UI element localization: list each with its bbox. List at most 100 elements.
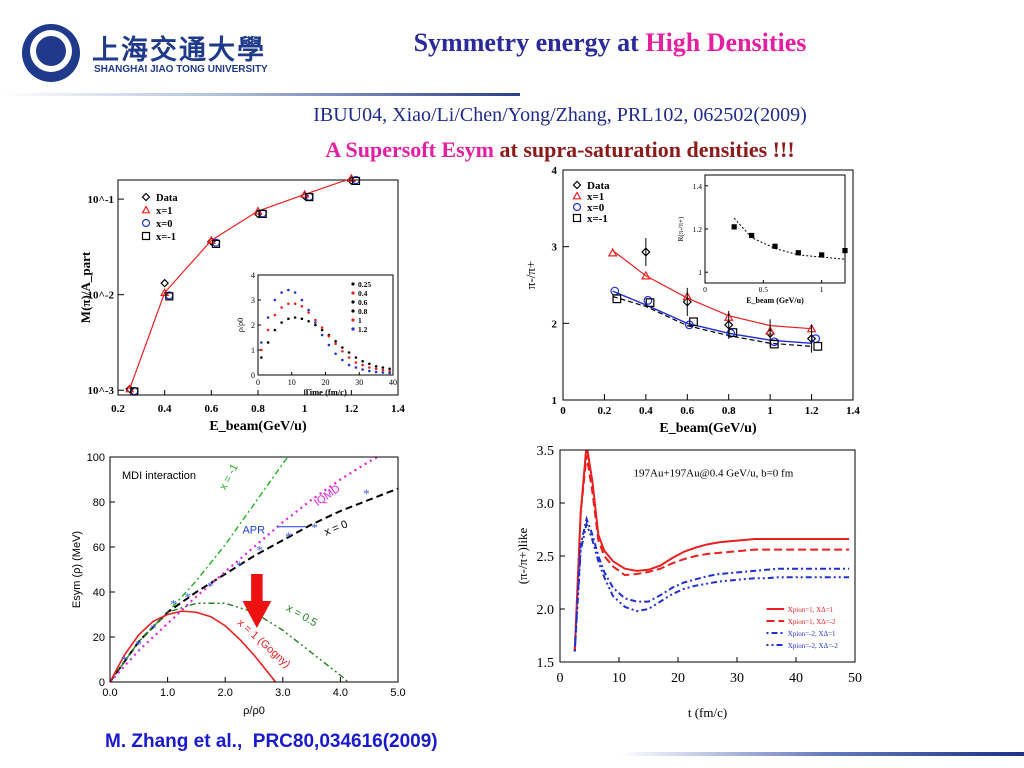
chart2-legend-marker <box>572 180 582 190</box>
inset1-point-0.25 <box>374 364 378 368</box>
pion-ratio-chart: 0 0.2 0.4 0.6 0.8 1 1.2 1.4 1 2 3 4 E_beam(GeV/u) π-/… <box>523 165 860 435</box>
chart4-y-tick-label: 2.0 <box>537 603 555 618</box>
inset1-y-tick-label: 3 <box>251 296 255 305</box>
chart3-y-tick-label: 20 <box>93 632 105 644</box>
inset1-point-1.2 <box>273 298 277 302</box>
chart3-curve-IQMD <box>110 457 380 682</box>
inset1-point-0.25 <box>361 359 364 363</box>
chart3-curve-x = 0.5 <box>110 602 350 682</box>
chart1-x-tick-label: 1.2 <box>344 403 358 415</box>
chart1-x-tick-label: 1.4 <box>391 403 405 415</box>
chart3-annotation: APR <box>242 525 265 537</box>
chart4-curve-1 <box>573 455 850 652</box>
chart2-x-label: E_beam(GeV/u) <box>659 421 757 435</box>
chart1-legend-label: Data <box>156 193 178 204</box>
inset2-x-tick-label: 0.5 <box>759 285 769 294</box>
chart2-y-tick-label: 2 <box>552 318 558 330</box>
title-main: Symmetry energy at <box>413 28 646 57</box>
inset1-point-0.6 <box>307 311 310 314</box>
chart1-point-x=-1 <box>305 192 314 202</box>
chart4-x-tick-label: 20 <box>671 671 685 686</box>
inset1-point-0.6 <box>374 367 378 371</box>
logo-chinese-name: 上海交通大學 <box>92 35 266 66</box>
chart3-x-tick-label: 3.0 <box>275 687 290 699</box>
chart2-point-x=0 <box>769 337 779 347</box>
chart2-y-tick-label: 4 <box>552 165 558 177</box>
inset1-point-0.25 <box>266 341 270 344</box>
chart1-y-tick-label: 10^-1 <box>87 194 114 206</box>
chart2-point-x=0 <box>610 286 620 296</box>
inset2-y-tick-label: 1.4 <box>693 182 703 191</box>
inset1-point-1.2 <box>293 291 297 294</box>
inset2-y-tick-label: 1.2 <box>693 225 703 234</box>
chart3-y-tick-label: 0 <box>99 677 105 689</box>
inset1-point-1.2 <box>347 363 351 367</box>
university-logo: 上海交通大學 SHANGHAI JIAO TONG UNIVERSITY <box>22 22 268 82</box>
chart3-down-arrow <box>242 574 272 628</box>
inset1-point-1.2 <box>388 371 391 375</box>
chart3-apr-point: * <box>150 621 157 636</box>
chart2-x-tick-label: 0.4 <box>639 405 653 417</box>
chart3-apr-point: * <box>236 558 243 573</box>
inset2-point <box>749 232 755 239</box>
footer-citation: M. Zhang et al., PRC80,034616(2009) <box>105 731 438 752</box>
chart4-x-tick-label: 30 <box>730 671 744 686</box>
inset1-point-0.6 <box>300 304 304 308</box>
inset1-legend-label: 0.6 <box>358 298 368 307</box>
chart2-x-tick-label: 1.4 <box>846 405 860 417</box>
seal-core <box>36 36 66 66</box>
chart3-annotation: MDI interaction <box>122 470 196 482</box>
chart2-x-tick-label: 0.8 <box>722 405 736 417</box>
inset1-point-1.2 <box>320 333 324 337</box>
inset2-point <box>842 248 848 254</box>
chart3-annotation: x = 0 <box>323 518 350 538</box>
chart3-y-tick-label: 100 <box>87 452 105 464</box>
inset1-legend-label: 0.25 <box>358 280 371 289</box>
chart2-frame <box>562 169 854 401</box>
inset1-y-tick-label: 1 <box>251 346 255 355</box>
inset1-point-0.25 <box>280 321 283 324</box>
inset1-point-0.6 <box>347 356 351 359</box>
reference-claim: A Supersoft Esym at supra-saturation den… <box>200 137 920 163</box>
inset1-point-1.2 <box>368 369 371 373</box>
chart3-apr-point: * <box>363 486 370 501</box>
chart2-x-tick-label: 0.2 <box>598 405 612 417</box>
chart1-legend-label: x=-1 <box>156 232 176 243</box>
inset1-point-0.25 <box>293 316 297 319</box>
chart1-point-x=-1 <box>258 209 267 219</box>
chart4-legend-label: Xpion=-2, XΔ=1 <box>788 630 836 638</box>
inset2-x-tick-label: 1 <box>820 285 824 294</box>
esym-density-chart: 0.0 1.0 2.0 3.0 4.0 5.0 0 20 40 60 80 100 ρ/ρ0 Esym (… <box>71 452 406 717</box>
inset2-fit-curve <box>733 217 846 260</box>
inset1-point-0.25 <box>260 356 263 359</box>
inset2-point <box>731 224 737 230</box>
chart2-y-label: π-/π+ <box>523 261 538 289</box>
inset1-point-0.6 <box>381 368 385 372</box>
chart3-apr-point: * <box>208 578 215 593</box>
chart1-point-Data <box>160 278 170 288</box>
inset1-point-1.2 <box>266 316 270 319</box>
inset1-point-0.6 <box>314 318 317 322</box>
inset1-point-0.25 <box>314 323 317 327</box>
inset2-point <box>819 252 825 258</box>
inset1-point-1.2 <box>280 291 283 294</box>
inset2-x-label: E_beam (GeV/u) <box>746 296 804 305</box>
inset1-point-0.6 <box>293 302 297 306</box>
chart3-apr-point: * <box>121 653 128 668</box>
inset1-legend-marker <box>351 282 355 286</box>
chart4-y-label: (π-/π+)like <box>515 528 530 585</box>
chart1-legend-marker <box>141 205 151 214</box>
inset1-point-1.2 <box>381 371 385 374</box>
inset1-legend-label: 1.2 <box>358 325 368 334</box>
chart2-legend-marker <box>572 213 582 223</box>
chart2-point-x=1 <box>641 270 651 280</box>
inset1-x-tick-label: 0 <box>256 378 260 387</box>
chart2-point-x=-1 <box>645 298 655 308</box>
chart2-inset-frame <box>704 174 846 284</box>
chart2-point-x=-1 <box>612 294 622 304</box>
title-highlight: High Densities <box>645 28 807 57</box>
inset1-legend-label: 1 <box>358 316 362 325</box>
chart2-x-tick-label: 1 <box>767 405 773 417</box>
inset1-point-1.2 <box>287 288 290 292</box>
inset1-x-tick-label: 40 <box>389 378 397 387</box>
